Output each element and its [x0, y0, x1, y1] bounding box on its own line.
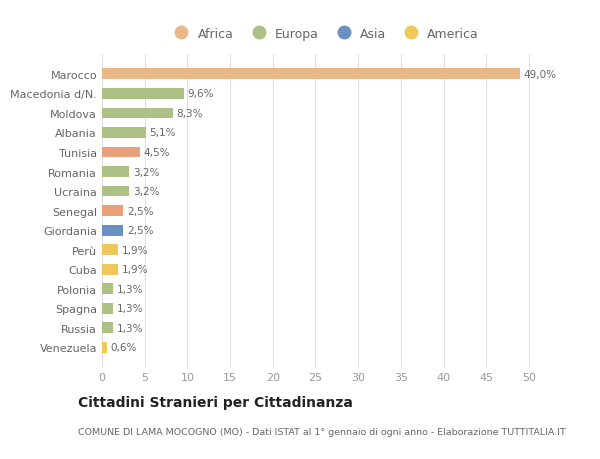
Bar	[102, 147, 140, 158]
Bar	[102, 284, 113, 295]
Bar	[102, 108, 173, 119]
Text: 1,3%: 1,3%	[116, 323, 143, 333]
Bar	[102, 303, 113, 314]
Bar	[102, 186, 130, 197]
Bar	[102, 225, 124, 236]
Text: 1,3%: 1,3%	[116, 304, 143, 313]
Bar	[102, 342, 107, 353]
Text: 8,3%: 8,3%	[176, 109, 203, 118]
Text: 4,5%: 4,5%	[144, 148, 170, 157]
Bar	[102, 323, 113, 334]
Bar	[102, 206, 124, 217]
Bar	[102, 167, 130, 178]
Bar	[102, 89, 184, 100]
Text: 3,2%: 3,2%	[133, 187, 159, 196]
Bar	[102, 264, 118, 275]
Text: 1,3%: 1,3%	[116, 284, 143, 294]
Bar	[102, 69, 520, 80]
Text: 1,9%: 1,9%	[122, 265, 148, 274]
Text: 9,6%: 9,6%	[187, 89, 214, 99]
Text: 1,9%: 1,9%	[122, 245, 148, 255]
Text: Cittadini Stranieri per Cittadinanza: Cittadini Stranieri per Cittadinanza	[78, 395, 353, 409]
Text: 3,2%: 3,2%	[133, 167, 159, 177]
Bar	[102, 245, 118, 256]
Text: 2,5%: 2,5%	[127, 206, 153, 216]
Text: 5,1%: 5,1%	[149, 128, 175, 138]
Bar	[102, 128, 146, 139]
Text: COMUNE DI LAMA MOCOGNO (MO) - Dati ISTAT al 1° gennaio di ogni anno - Elaborazio: COMUNE DI LAMA MOCOGNO (MO) - Dati ISTAT…	[78, 427, 566, 436]
Legend: Africa, Europa, Asia, America: Africa, Europa, Asia, America	[165, 24, 483, 45]
Text: 2,5%: 2,5%	[127, 226, 153, 235]
Text: 49,0%: 49,0%	[524, 70, 557, 79]
Text: 0,6%: 0,6%	[110, 343, 137, 353]
